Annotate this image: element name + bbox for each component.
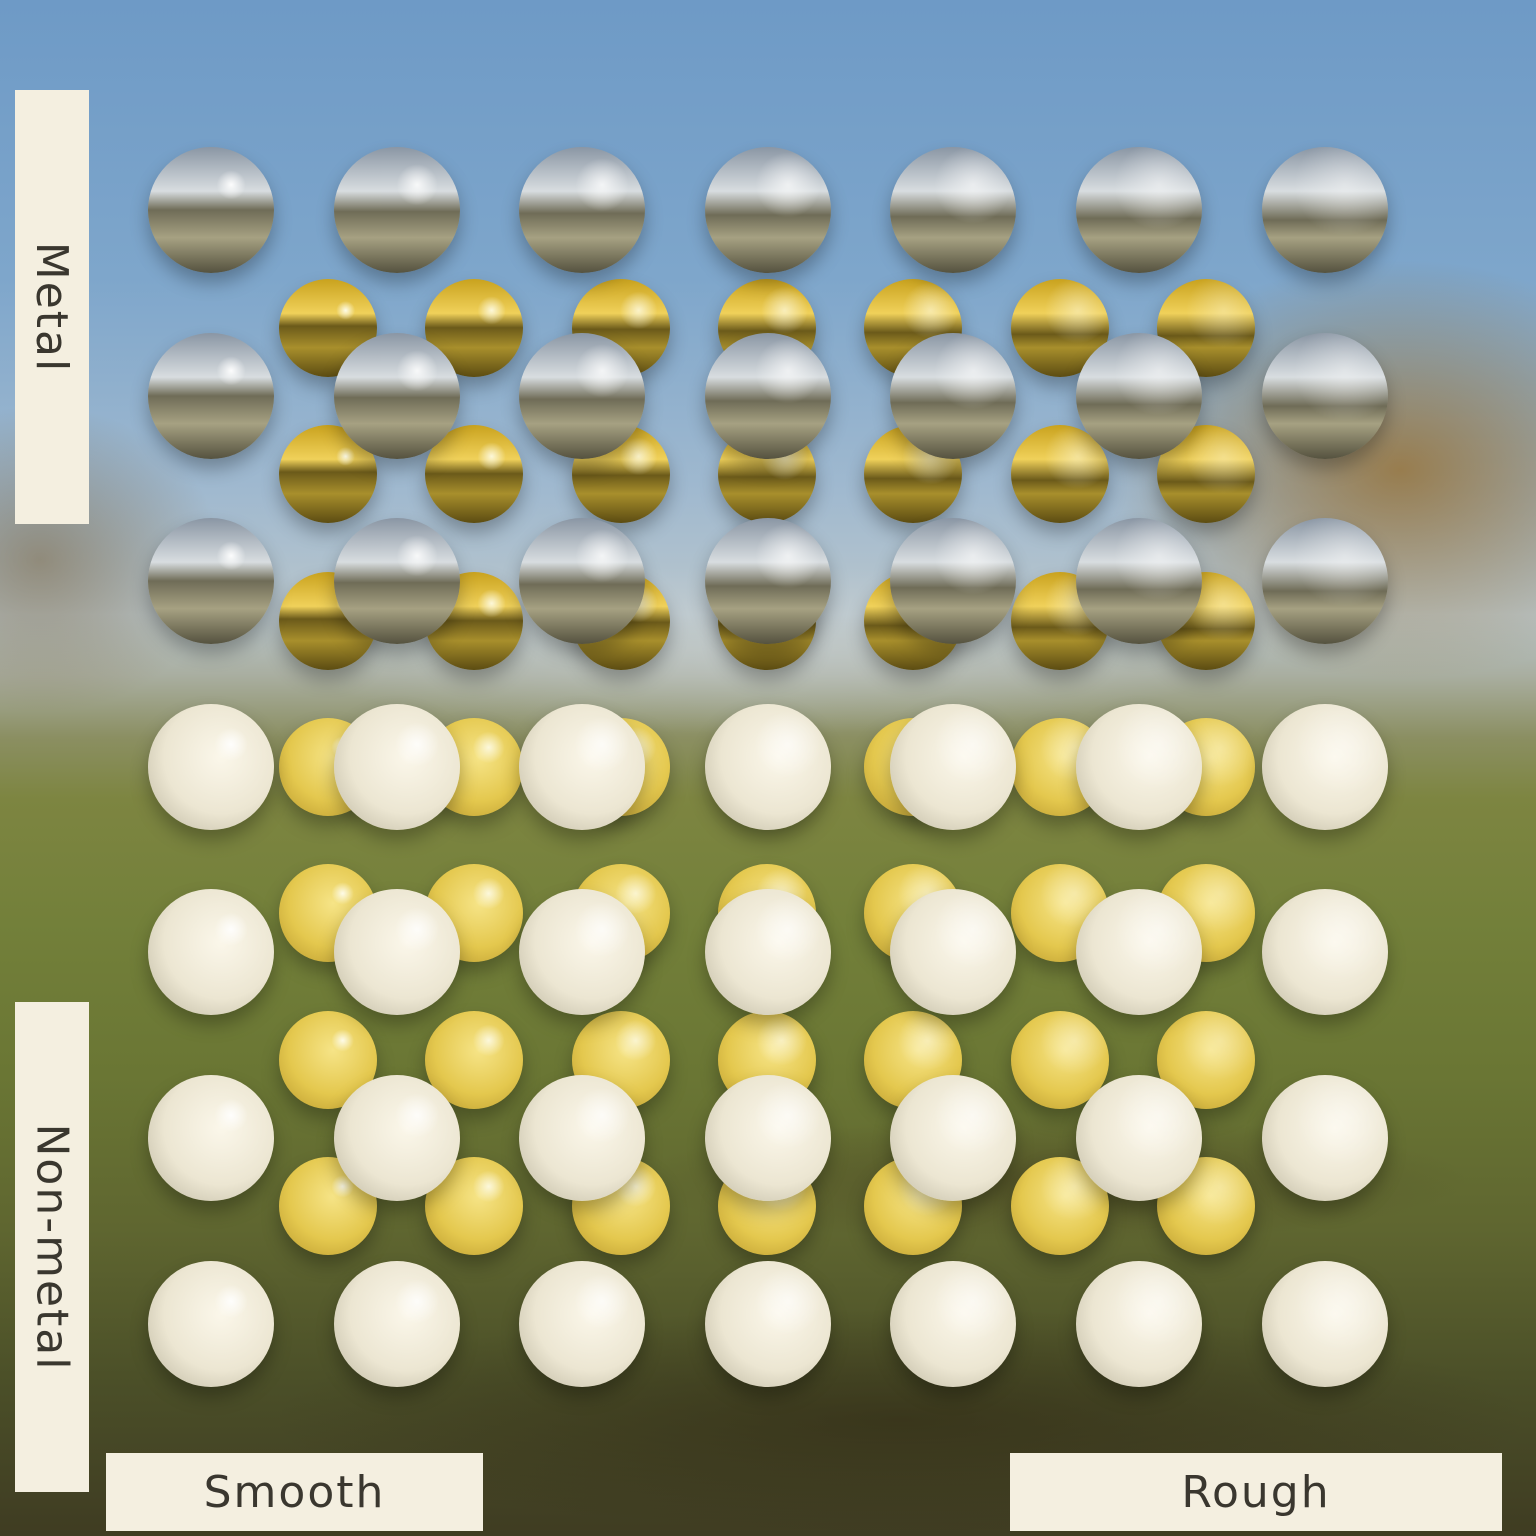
white-sphere-r2-c4 [704, 332, 831, 459]
white-sphere-r2-c7 [1261, 332, 1388, 459]
white-sphere-r3-c4 [704, 518, 831, 645]
white-sphere-r2-c6 [1076, 332, 1202, 459]
white-sphere-r7-c4 [704, 1260, 831, 1387]
white-sphere-r2-c3 [519, 332, 646, 459]
non-metal-label: Non-metal [26, 1123, 78, 1371]
white-sphere-r3-c5 [890, 518, 1017, 645]
gold-sphere-r2-c2 [425, 425, 524, 524]
white-sphere-r4-c6 [1076, 703, 1202, 830]
white-sphere-r3-c7 [1261, 518, 1388, 645]
white-sphere-r3-c3 [519, 518, 646, 645]
smooth-label-box: Smooth [106, 1453, 483, 1531]
white-sphere-r1-c2 [333, 147, 460, 273]
white-sphere-r5-c5 [890, 889, 1017, 1016]
white-sphere-r6-c1 [148, 1075, 274, 1201]
white-sphere-r4-c5 [890, 703, 1017, 830]
white-sphere-r3-c6 [1076, 518, 1202, 645]
white-sphere-r5-c4 [704, 889, 831, 1016]
white-sphere-r5-c3 [519, 889, 646, 1016]
metal-label: Metal [26, 241, 78, 373]
metal-label-box: Metal [15, 90, 89, 524]
white-sphere-r3-c1 [148, 518, 274, 645]
white-sphere-r7-c7 [1261, 1260, 1388, 1387]
white-sphere-r7-c1 [148, 1260, 274, 1387]
white-sphere-r6-c7 [1261, 1075, 1388, 1201]
white-sphere-r1-c7 [1261, 147, 1388, 273]
white-sphere-r5-c6 [1076, 889, 1202, 1016]
rough-label: Rough [1181, 1466, 1331, 1518]
white-sphere-r1-c5 [890, 147, 1017, 273]
white-sphere-r1-c4 [704, 147, 831, 273]
white-sphere-r1-c3 [519, 147, 646, 273]
white-sphere-r3-c2 [333, 518, 460, 645]
white-sphere-r7-c3 [519, 1260, 646, 1387]
white-sphere-r1-c6 [1076, 147, 1202, 273]
white-sphere-r2-c2 [333, 332, 460, 459]
white-sphere-r6-c2 [333, 1075, 460, 1201]
white-sphere-r4-c4 [704, 703, 831, 830]
white-sphere-r6-c5 [890, 1075, 1017, 1201]
gold-sphere-r6-c6 [1010, 1010, 1109, 1109]
white-sphere-r4-c3 [519, 703, 646, 830]
gold-sphere-r2-c6 [1010, 425, 1109, 524]
rough-label-box: Rough [1010, 1453, 1502, 1531]
white-sphere-r2-c1 [148, 332, 274, 459]
gold-sphere-r6-c2 [425, 1010, 524, 1109]
white-sphere-r4-c7 [1261, 703, 1388, 830]
white-sphere-r5-c1 [148, 889, 274, 1016]
non-metal-label-box: Non-metal [15, 1002, 89, 1492]
white-sphere-r4-c2 [333, 703, 460, 830]
white-sphere-r1-c1 [148, 147, 274, 273]
white-sphere-r7-c2 [333, 1260, 460, 1387]
white-sphere-r6-c3 [519, 1075, 646, 1201]
white-sphere-r5-c2 [333, 889, 460, 1016]
white-sphere-r4-c1 [148, 703, 274, 830]
white-sphere-r5-c7 [1261, 889, 1388, 1016]
white-sphere-r6-c6 [1076, 1075, 1202, 1201]
white-sphere-r7-c6 [1076, 1260, 1202, 1387]
white-sphere-r7-c5 [890, 1260, 1017, 1387]
smooth-label: Smooth [203, 1466, 386, 1518]
white-sphere-r6-c4 [704, 1075, 831, 1201]
white-sphere-r2-c5 [890, 332, 1017, 459]
